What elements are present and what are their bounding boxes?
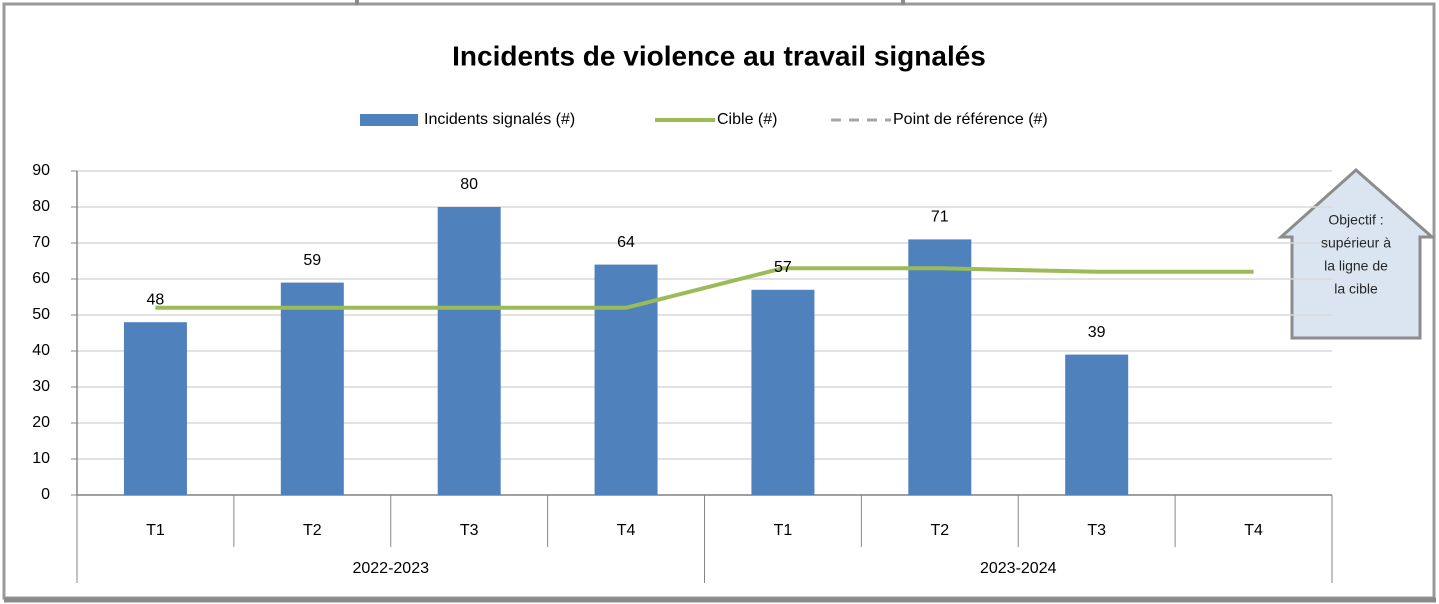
line xyxy=(155,266,1254,310)
x-tick-label: T1 xyxy=(774,522,793,539)
bar xyxy=(751,289,815,495)
legend-label: Point de référence (#) xyxy=(893,111,1048,128)
data-label: 39 xyxy=(1088,324,1106,341)
y-tick-label: 90 xyxy=(32,162,50,179)
x-tick-label: T3 xyxy=(460,522,479,539)
chart-title: Incidents de violence au travail signalé… xyxy=(452,40,986,71)
group-label: 2022-2023 xyxy=(352,560,429,577)
x-tick-label: T4 xyxy=(617,522,636,539)
data-label: 48 xyxy=(147,291,165,308)
x-tick-label: T2 xyxy=(303,522,322,539)
y-tick-label: 40 xyxy=(32,342,50,359)
bar xyxy=(123,322,187,495)
data-label: 57 xyxy=(774,259,792,276)
x-tick-label: T2 xyxy=(930,522,949,539)
y-tick-label: 50 xyxy=(32,306,50,323)
x-tick-label: T4 xyxy=(1244,522,1263,539)
annotation xyxy=(1277,167,1436,340)
data-label: 64 xyxy=(617,234,635,251)
y-tick-label: 30 xyxy=(32,378,50,395)
x-tick-label: T3 xyxy=(1087,522,1106,539)
y-tick-label: 70 xyxy=(32,234,50,251)
x-tick-label: T1 xyxy=(146,522,165,539)
legend-swatch xyxy=(360,114,418,126)
y-tick-label: 0 xyxy=(41,486,50,503)
y-tick-label: 10 xyxy=(32,450,50,467)
annotation-text: supérieur à xyxy=(1321,235,1391,251)
annotation-text: la ligne de xyxy=(1324,258,1388,274)
data-label: 80 xyxy=(460,176,478,193)
bar xyxy=(908,239,972,495)
bar xyxy=(594,264,658,495)
legend-label: Cible (#) xyxy=(717,111,777,128)
group-label: 2023-2024 xyxy=(980,560,1057,577)
legend-label: Incidents signalés (#) xyxy=(424,111,575,128)
bar xyxy=(1065,354,1129,495)
bar xyxy=(280,282,344,495)
bar xyxy=(437,207,501,495)
y-tick-label: 60 xyxy=(32,270,50,287)
data-label: 59 xyxy=(303,252,321,269)
goal-arrow xyxy=(1277,167,1436,340)
annotation-text: Objectif : xyxy=(1328,212,1383,228)
annotation-text: la cible xyxy=(1334,281,1378,297)
data-label: 71 xyxy=(931,209,949,226)
y-tick-label: 20 xyxy=(32,414,50,431)
y-tick-label: 80 xyxy=(32,198,50,215)
